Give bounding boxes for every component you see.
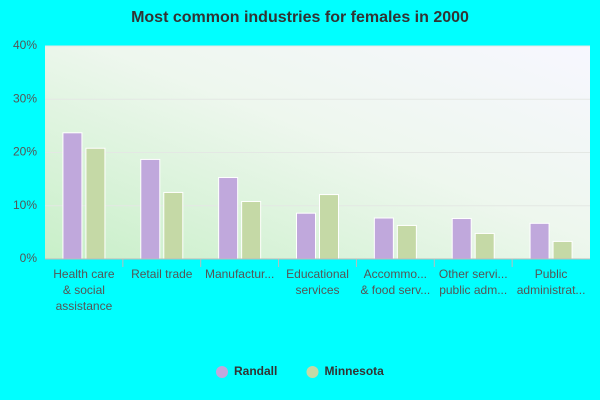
x-tick-label-line: services bbox=[295, 283, 339, 297]
bar bbox=[552, 240, 573, 260]
bar bbox=[474, 232, 495, 260]
y-tick-label: 40% bbox=[13, 38, 37, 52]
legend-marker bbox=[306, 366, 319, 378]
bar bbox=[85, 147, 106, 260]
x-tick-label: Health care & social assistance bbox=[53, 267, 115, 313]
bar bbox=[163, 191, 184, 260]
x-tick-label-line: Manufactur... bbox=[205, 267, 274, 281]
y-tick-label: 30% bbox=[13, 91, 37, 105]
x-tick-label-line: administrat... bbox=[517, 283, 586, 297]
legend-label: Minnesota bbox=[325, 364, 385, 378]
bar bbox=[218, 177, 239, 260]
x-tick-label-line: Public bbox=[535, 267, 568, 281]
bar bbox=[62, 132, 83, 260]
legend-label: Randall bbox=[234, 364, 277, 378]
bar bbox=[319, 194, 339, 260]
y-tick-label: 0% bbox=[20, 251, 38, 265]
x-tick-label-line: & food serv... bbox=[360, 283, 430, 297]
y-tick-label: 10% bbox=[13, 198, 37, 212]
bar bbox=[396, 224, 417, 260]
bar bbox=[451, 218, 472, 260]
bar bbox=[140, 158, 161, 260]
x-tick-label-line: & social bbox=[63, 283, 105, 297]
x-tick-label-line: public adm... bbox=[439, 283, 507, 297]
x-tick-label: Public administrat... bbox=[517, 267, 586, 297]
x-tick-label: Accommo... & food serv... bbox=[360, 267, 430, 297]
x-tick-label-line: Health care bbox=[53, 267, 115, 281]
bar bbox=[373, 217, 394, 260]
x-tick-label: Manufactur... bbox=[205, 267, 274, 281]
x-tick-label: Other servi... public adm... bbox=[439, 267, 508, 297]
chart-title: Most common industries for females in 20… bbox=[131, 9, 469, 26]
x-tick-label-line: Accommo... bbox=[364, 267, 427, 281]
y-tick-label: 20% bbox=[13, 145, 37, 159]
x-tick-label: Educational services bbox=[286, 267, 349, 297]
x-tick-label: Retail trade bbox=[131, 267, 193, 281]
bar bbox=[529, 222, 550, 260]
x-tick-label-line: assistance bbox=[56, 299, 113, 313]
x-tick-label-line: Other servi... bbox=[439, 267, 508, 281]
bar bbox=[296, 212, 316, 260]
legend-marker bbox=[216, 366, 228, 378]
x-tick-label-line: Retail trade bbox=[131, 267, 193, 281]
x-tick-label-line: Educational bbox=[286, 267, 349, 281]
bar bbox=[241, 200, 262, 260]
